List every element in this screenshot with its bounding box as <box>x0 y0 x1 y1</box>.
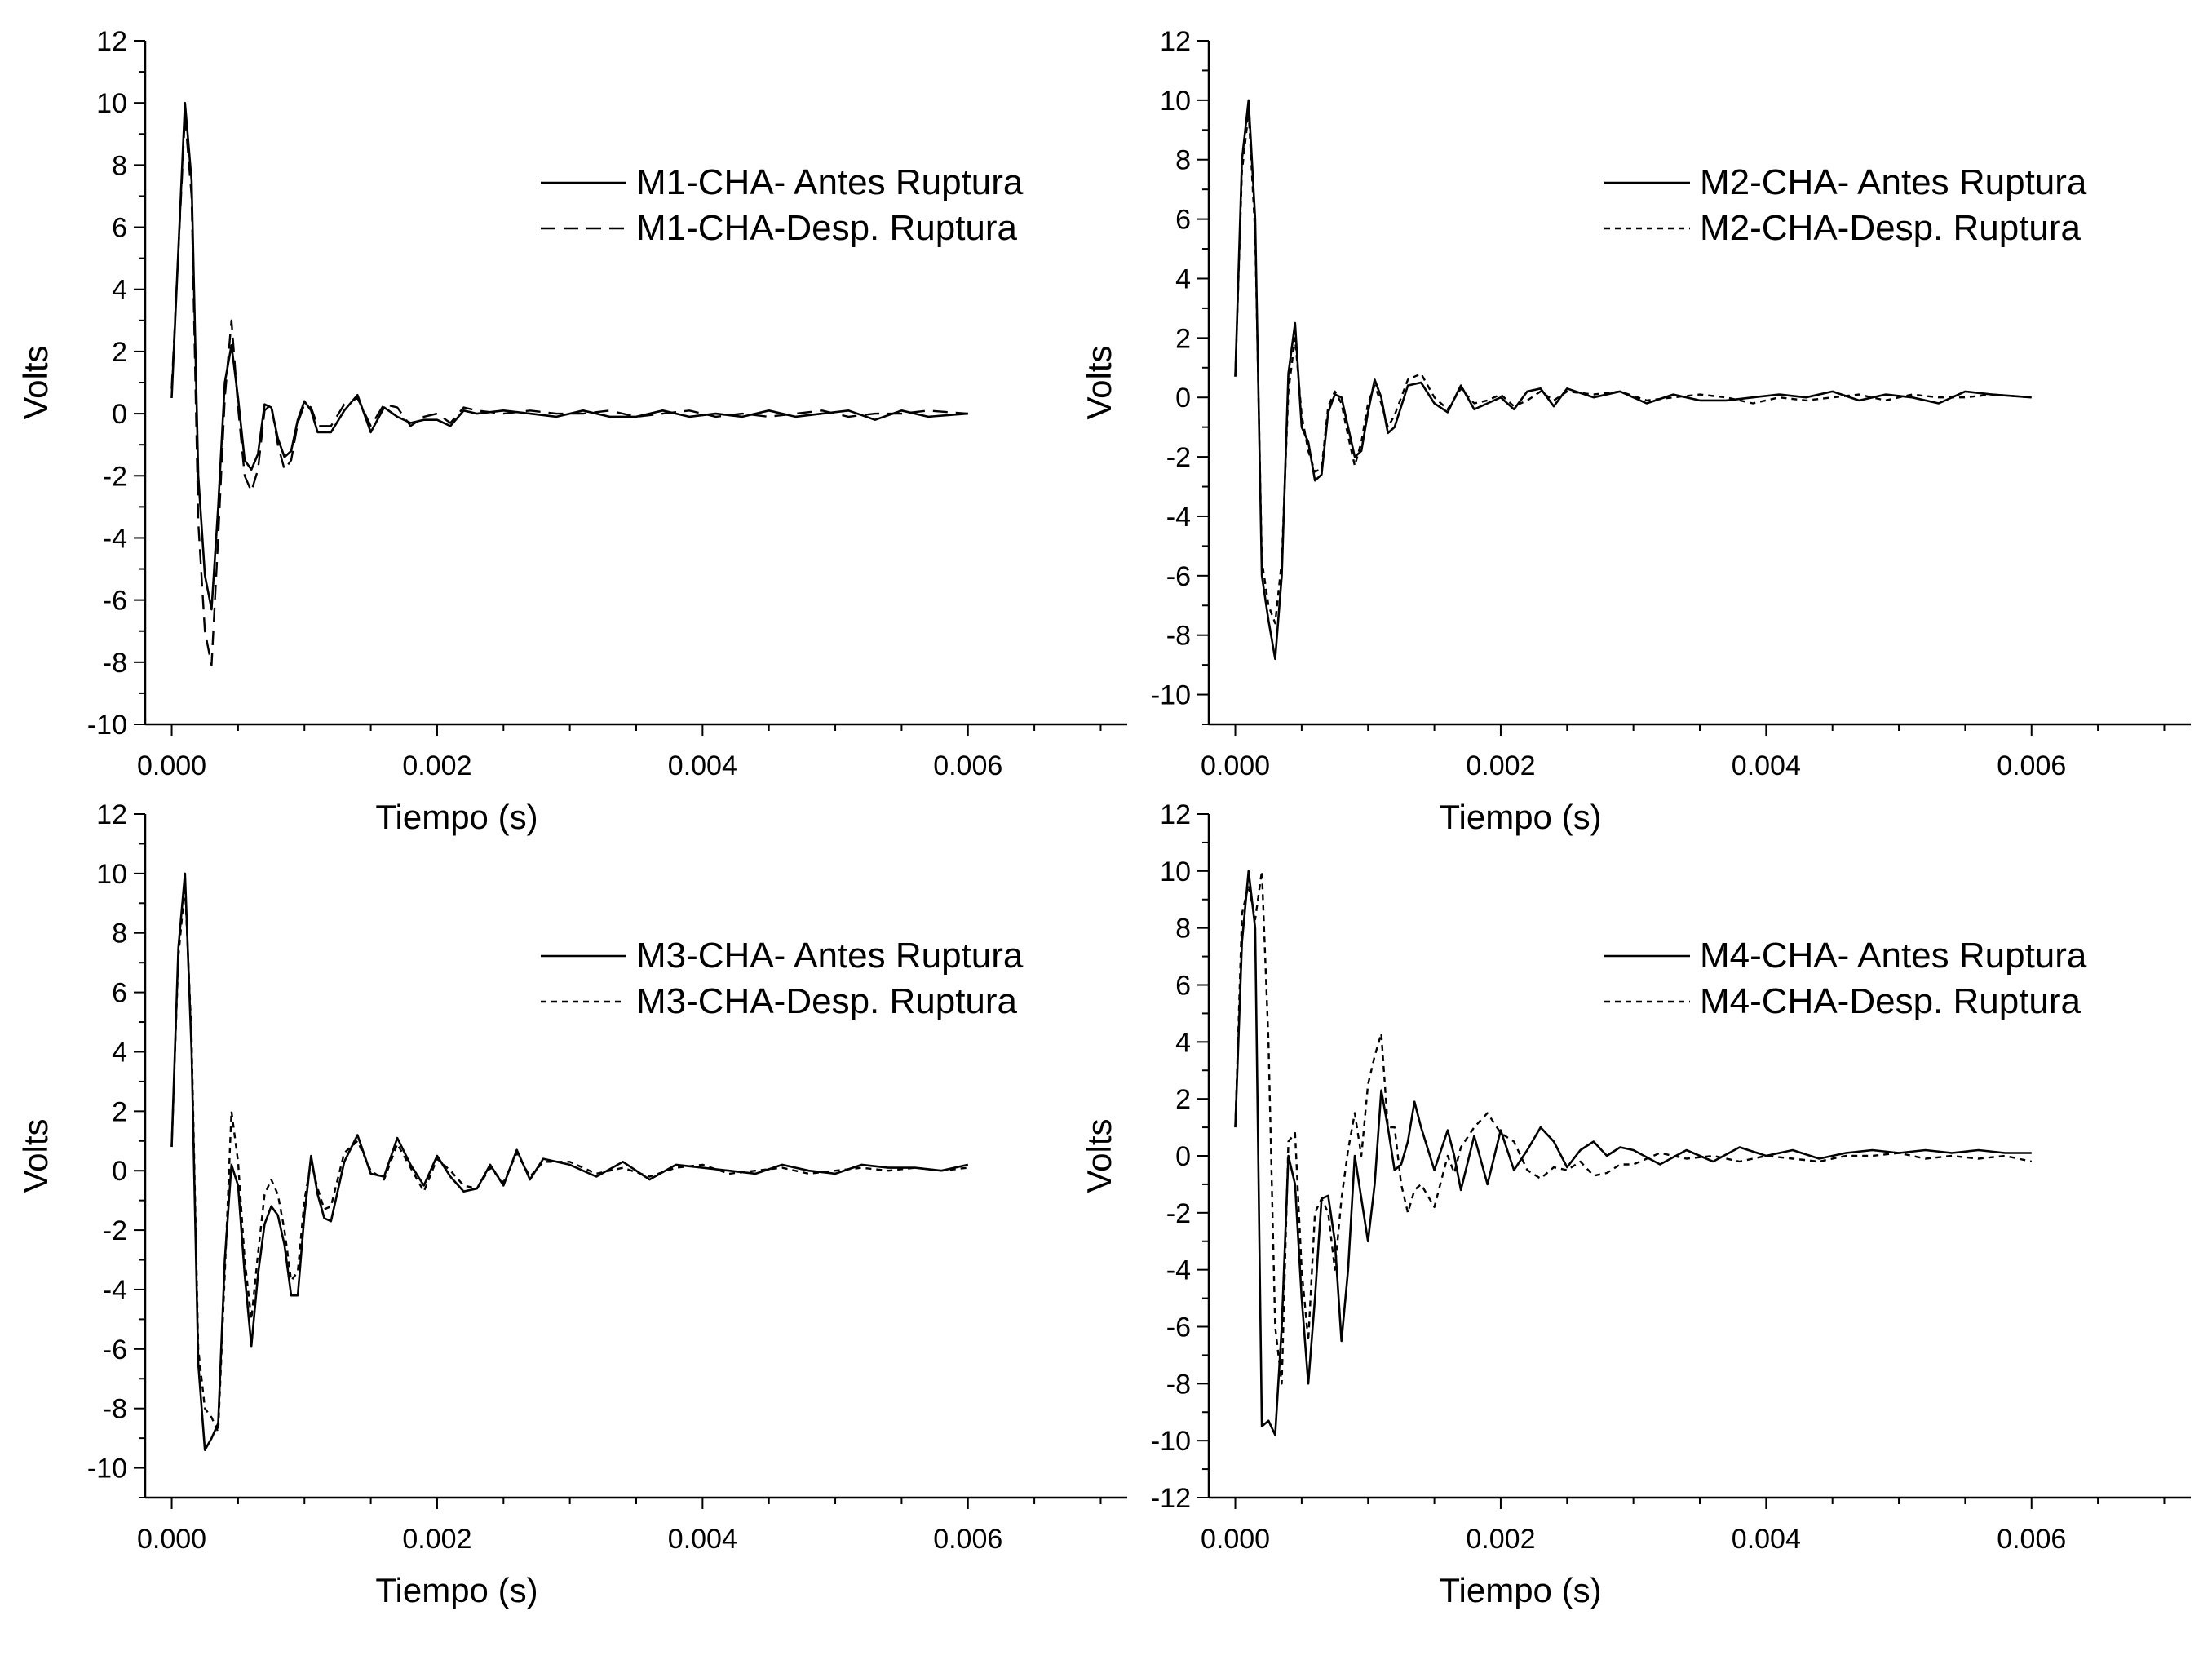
x-axis-title: Tiempo (s) <box>1439 798 1601 836</box>
x-tick-label: 0.004 <box>1732 1524 1801 1555</box>
y-tick-label: 2 <box>112 1096 127 1127</box>
y-tick-label: -10 <box>87 710 127 741</box>
y-tick-label: -6 <box>103 1334 127 1365</box>
x-tick-label: 0.006 <box>933 750 1002 781</box>
y-tick-label: -8 <box>1166 1369 1191 1400</box>
y-tick-label: 6 <box>112 978 127 1009</box>
legend-label: M2-CHA- Antes Ruptura <box>1700 162 2087 202</box>
y-tick-label: 12 <box>96 799 127 830</box>
y-tick-label: 0 <box>1175 383 1191 414</box>
x-tick-label: 0.006 <box>1997 1524 2066 1555</box>
y-tick-label: -6 <box>1166 1312 1191 1343</box>
y-tick-label: -8 <box>103 648 127 679</box>
y-tick-label: -8 <box>103 1394 127 1425</box>
y-tick-label: 12 <box>1160 26 1191 57</box>
chart-m3: -10 -8 -6 -4 -2 0 2 4 6 8 10 12 0.000 0.002 0.004 0.006… <box>16 799 1127 1609</box>
y-tick-label: -4 <box>1166 502 1191 533</box>
y-tick-label: 0 <box>112 1156 127 1187</box>
y-tick-label: 8 <box>112 918 127 949</box>
legend-label: M1-CHA- Antes Ruptura <box>636 162 1024 202</box>
x-tick-label: 0.002 <box>402 750 471 781</box>
y-tick-label: 8 <box>1175 914 1191 945</box>
y-axis-title: Volts <box>1080 1118 1118 1193</box>
chart-m4: -12 -10 -8 -6 -4 -2 0 2 4 6 8 10 12 0.000 0.002 0.004 0.… <box>1080 799 2191 1609</box>
legend-label: M2-CHA-Desp. Ruptura <box>1700 208 2081 248</box>
y-tick-label: -4 <box>103 523 127 554</box>
x-axis-title: Tiempo (s) <box>375 798 538 836</box>
y-tick-label: 10 <box>96 88 127 119</box>
series-line-desp <box>1234 870 2033 1385</box>
series-line-desp <box>170 884 968 1434</box>
legend-label: M4-CHA- Antes Ruptura <box>1700 936 2087 976</box>
y-tick-label: 10 <box>1160 86 1191 117</box>
y-axis-title: Volts <box>1080 345 1118 419</box>
x-tick-label: 0.006 <box>933 1524 1002 1555</box>
legend-label: M3-CHA-Desp. Ruptura <box>636 981 1018 1021</box>
y-tick-label: -12 <box>1151 1483 1191 1514</box>
y-tick-label: -2 <box>103 1215 127 1246</box>
y-tick-label: 10 <box>96 859 127 890</box>
y-axis-title: Volts <box>16 1118 55 1193</box>
chart-m2: -10 -8 -6 -4 -2 0 2 4 6 8 10 12 0.000 0.002 0.004 0.006… <box>1080 26 2191 836</box>
y-tick-label: 10 <box>1160 856 1191 887</box>
x-tick-label: 0.006 <box>1997 750 2066 781</box>
y-tick-label: -4 <box>103 1275 127 1306</box>
y-tick-label: -6 <box>1166 561 1191 592</box>
y-tick-label: 8 <box>112 150 127 181</box>
x-tick-label: 0.000 <box>1201 1524 1270 1555</box>
x-tick-label: 0.000 <box>137 750 206 781</box>
x-axis-title: Tiempo (s) <box>1439 1571 1601 1609</box>
y-tick-label: 6 <box>112 213 127 244</box>
x-axis-title: Tiempo (s) <box>375 1571 538 1609</box>
y-tick-label: 4 <box>1175 263 1191 294</box>
y-tick-label: 6 <box>1175 971 1191 1002</box>
y-tick-label: -6 <box>103 586 127 617</box>
y-tick-label: 4 <box>112 1037 127 1068</box>
y-tick-label: 4 <box>112 275 127 306</box>
y-tick-label: -10 <box>1151 680 1191 711</box>
legend-label: M1-CHA-Desp. Ruptura <box>636 208 1018 248</box>
series-line-desp <box>1234 111 2032 625</box>
y-tick-label: -4 <box>1166 1255 1191 1286</box>
y-tick-label: -10 <box>1151 1426 1191 1457</box>
x-tick-label: 0.002 <box>402 1524 471 1555</box>
legend-label: M3-CHA- Antes Ruptura <box>636 936 1024 976</box>
y-tick-label: 2 <box>1175 323 1191 354</box>
y-tick-label: -2 <box>1166 1198 1191 1229</box>
y-tick-label: 12 <box>96 26 127 57</box>
y-tick-label: 0 <box>1175 1141 1191 1172</box>
y-tick-label: 12 <box>1160 799 1191 830</box>
x-tick-label: 0.002 <box>1466 1524 1535 1555</box>
y-tick-label: -10 <box>87 1454 127 1485</box>
y-tick-label: -2 <box>103 461 127 492</box>
x-tick-label: 0.002 <box>1466 750 1535 781</box>
legend-label: M4-CHA-Desp. Ruptura <box>1700 981 2081 1021</box>
y-tick-label: 0 <box>112 399 127 430</box>
y-axis-title: Volts <box>16 345 55 419</box>
y-tick-label: -2 <box>1166 442 1191 473</box>
y-tick-label: 2 <box>1175 1084 1191 1115</box>
y-tick-label: 6 <box>1175 205 1191 236</box>
series-line-antes <box>1234 870 2032 1436</box>
series-line-antes <box>1234 99 2032 661</box>
y-tick-label: 8 <box>1175 145 1191 176</box>
x-tick-label: 0.004 <box>668 1524 737 1555</box>
x-tick-label: 0.004 <box>1732 750 1801 781</box>
series-line-desp <box>170 114 968 666</box>
chart-m1: -10 -8 -6 -4 -2 0 2 4 6 8 10 12 0.000 0.002 0.004 0.006… <box>16 26 1127 836</box>
y-tick-label: 2 <box>112 337 127 368</box>
x-tick-label: 0.004 <box>668 750 737 781</box>
x-tick-label: 0.000 <box>1201 750 1270 781</box>
y-tick-label: 4 <box>1175 1027 1191 1058</box>
y-tick-label: -8 <box>1166 621 1191 652</box>
x-tick-label: 0.000 <box>137 1524 206 1555</box>
